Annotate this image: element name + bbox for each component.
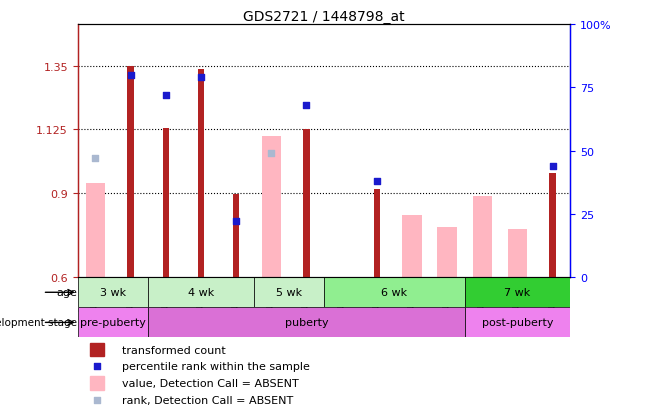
- Bar: [262, 137, 281, 278]
- Text: 4 wk: 4 wk: [188, 287, 214, 297]
- Bar: [324, 278, 465, 308]
- Text: pre-puberty: pre-puberty: [80, 318, 146, 328]
- Text: percentile rank within the sample: percentile rank within the sample: [122, 361, 310, 371]
- Bar: [148, 308, 465, 337]
- Title: GDS2721 / 1448798_at: GDS2721 / 1448798_at: [243, 10, 405, 24]
- Text: development stage: development stage: [0, 318, 77, 328]
- Bar: [374, 189, 380, 278]
- Point: [125, 72, 135, 78]
- Text: value, Detection Call = ABSENT: value, Detection Call = ABSENT: [122, 378, 299, 388]
- Bar: [472, 196, 492, 278]
- Bar: [90, 343, 104, 356]
- Text: 7 wk: 7 wk: [504, 287, 531, 297]
- Bar: [233, 195, 239, 278]
- Text: transformed count: transformed count: [122, 345, 226, 355]
- Bar: [402, 216, 422, 278]
- Bar: [90, 377, 104, 390]
- Text: 6 wk: 6 wk: [381, 287, 408, 297]
- Point: [231, 218, 241, 225]
- Bar: [465, 278, 570, 308]
- Bar: [508, 230, 527, 278]
- Bar: [198, 70, 204, 278]
- Point: [548, 163, 558, 170]
- Bar: [163, 129, 169, 278]
- Bar: [437, 227, 457, 278]
- Bar: [465, 308, 570, 337]
- Text: puberty: puberty: [284, 318, 329, 328]
- Point: [196, 75, 206, 81]
- Bar: [78, 308, 148, 337]
- Text: post-puberty: post-puberty: [481, 318, 553, 328]
- Text: 5 wk: 5 wk: [276, 287, 302, 297]
- Bar: [303, 130, 310, 278]
- Text: age: age: [56, 287, 77, 297]
- Point: [371, 178, 382, 185]
- Text: 3 wk: 3 wk: [100, 287, 126, 297]
- Bar: [550, 173, 556, 278]
- Point: [90, 155, 100, 162]
- Point: [161, 92, 171, 99]
- Bar: [78, 278, 148, 308]
- Bar: [128, 67, 133, 278]
- Point: [301, 102, 312, 109]
- Point: [92, 363, 102, 370]
- Bar: [253, 278, 324, 308]
- Bar: [86, 183, 105, 278]
- Text: rank, Detection Call = ABSENT: rank, Detection Call = ABSENT: [122, 395, 294, 405]
- Bar: [148, 278, 253, 308]
- Point: [266, 150, 277, 157]
- Point: [92, 397, 102, 404]
